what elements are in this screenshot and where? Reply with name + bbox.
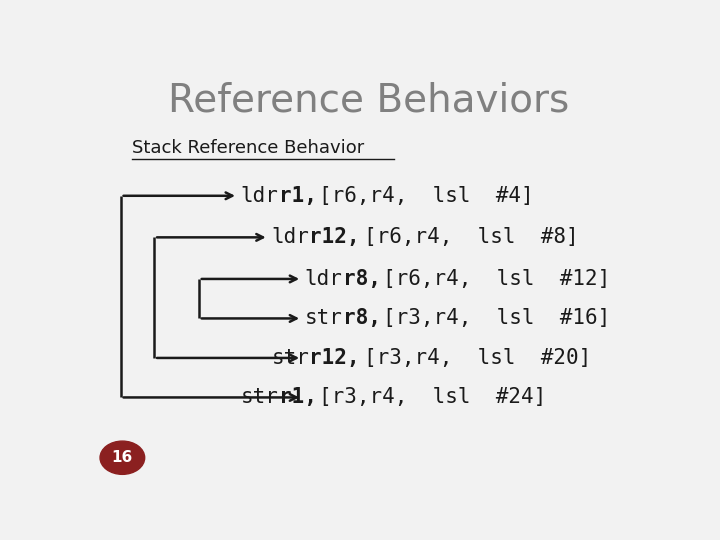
FancyBboxPatch shape (84, 60, 654, 485)
Text: r1,: r1, (279, 387, 317, 408)
Text: r12,: r12, (310, 227, 360, 247)
Text: ldr: ldr (240, 186, 279, 206)
Text: r1,: r1, (279, 186, 317, 206)
Text: r8,: r8, (343, 269, 381, 289)
Text: [r6,r4,  lsl  #12]: [r6,r4, lsl #12] (383, 269, 611, 289)
Text: ldr: ldr (271, 227, 309, 247)
Text: r12,: r12, (310, 348, 360, 368)
Text: [r3,r4,  lsl  #24]: [r3,r4, lsl #24] (319, 387, 546, 408)
Text: [r6,r4,  lsl  #4]: [r6,r4, lsl #4] (319, 186, 534, 206)
Text: [r3,r4,  lsl  #20]: [r3,r4, lsl #20] (364, 348, 591, 368)
Text: str: str (271, 348, 309, 368)
Text: 16: 16 (112, 450, 133, 465)
Text: [r3,r4,  lsl  #16]: [r3,r4, lsl #16] (383, 308, 611, 328)
Text: r8,: r8, (343, 308, 381, 328)
Text: Stack Reference Behavior: Stack Reference Behavior (132, 139, 364, 157)
Circle shape (100, 441, 145, 474)
Text: ldr: ldr (305, 269, 343, 289)
Text: str: str (305, 308, 343, 328)
Text: str: str (240, 387, 279, 408)
Text: [r6,r4,  lsl  #8]: [r6,r4, lsl #8] (364, 227, 579, 247)
Text: Reference Behaviors: Reference Behaviors (168, 81, 570, 119)
